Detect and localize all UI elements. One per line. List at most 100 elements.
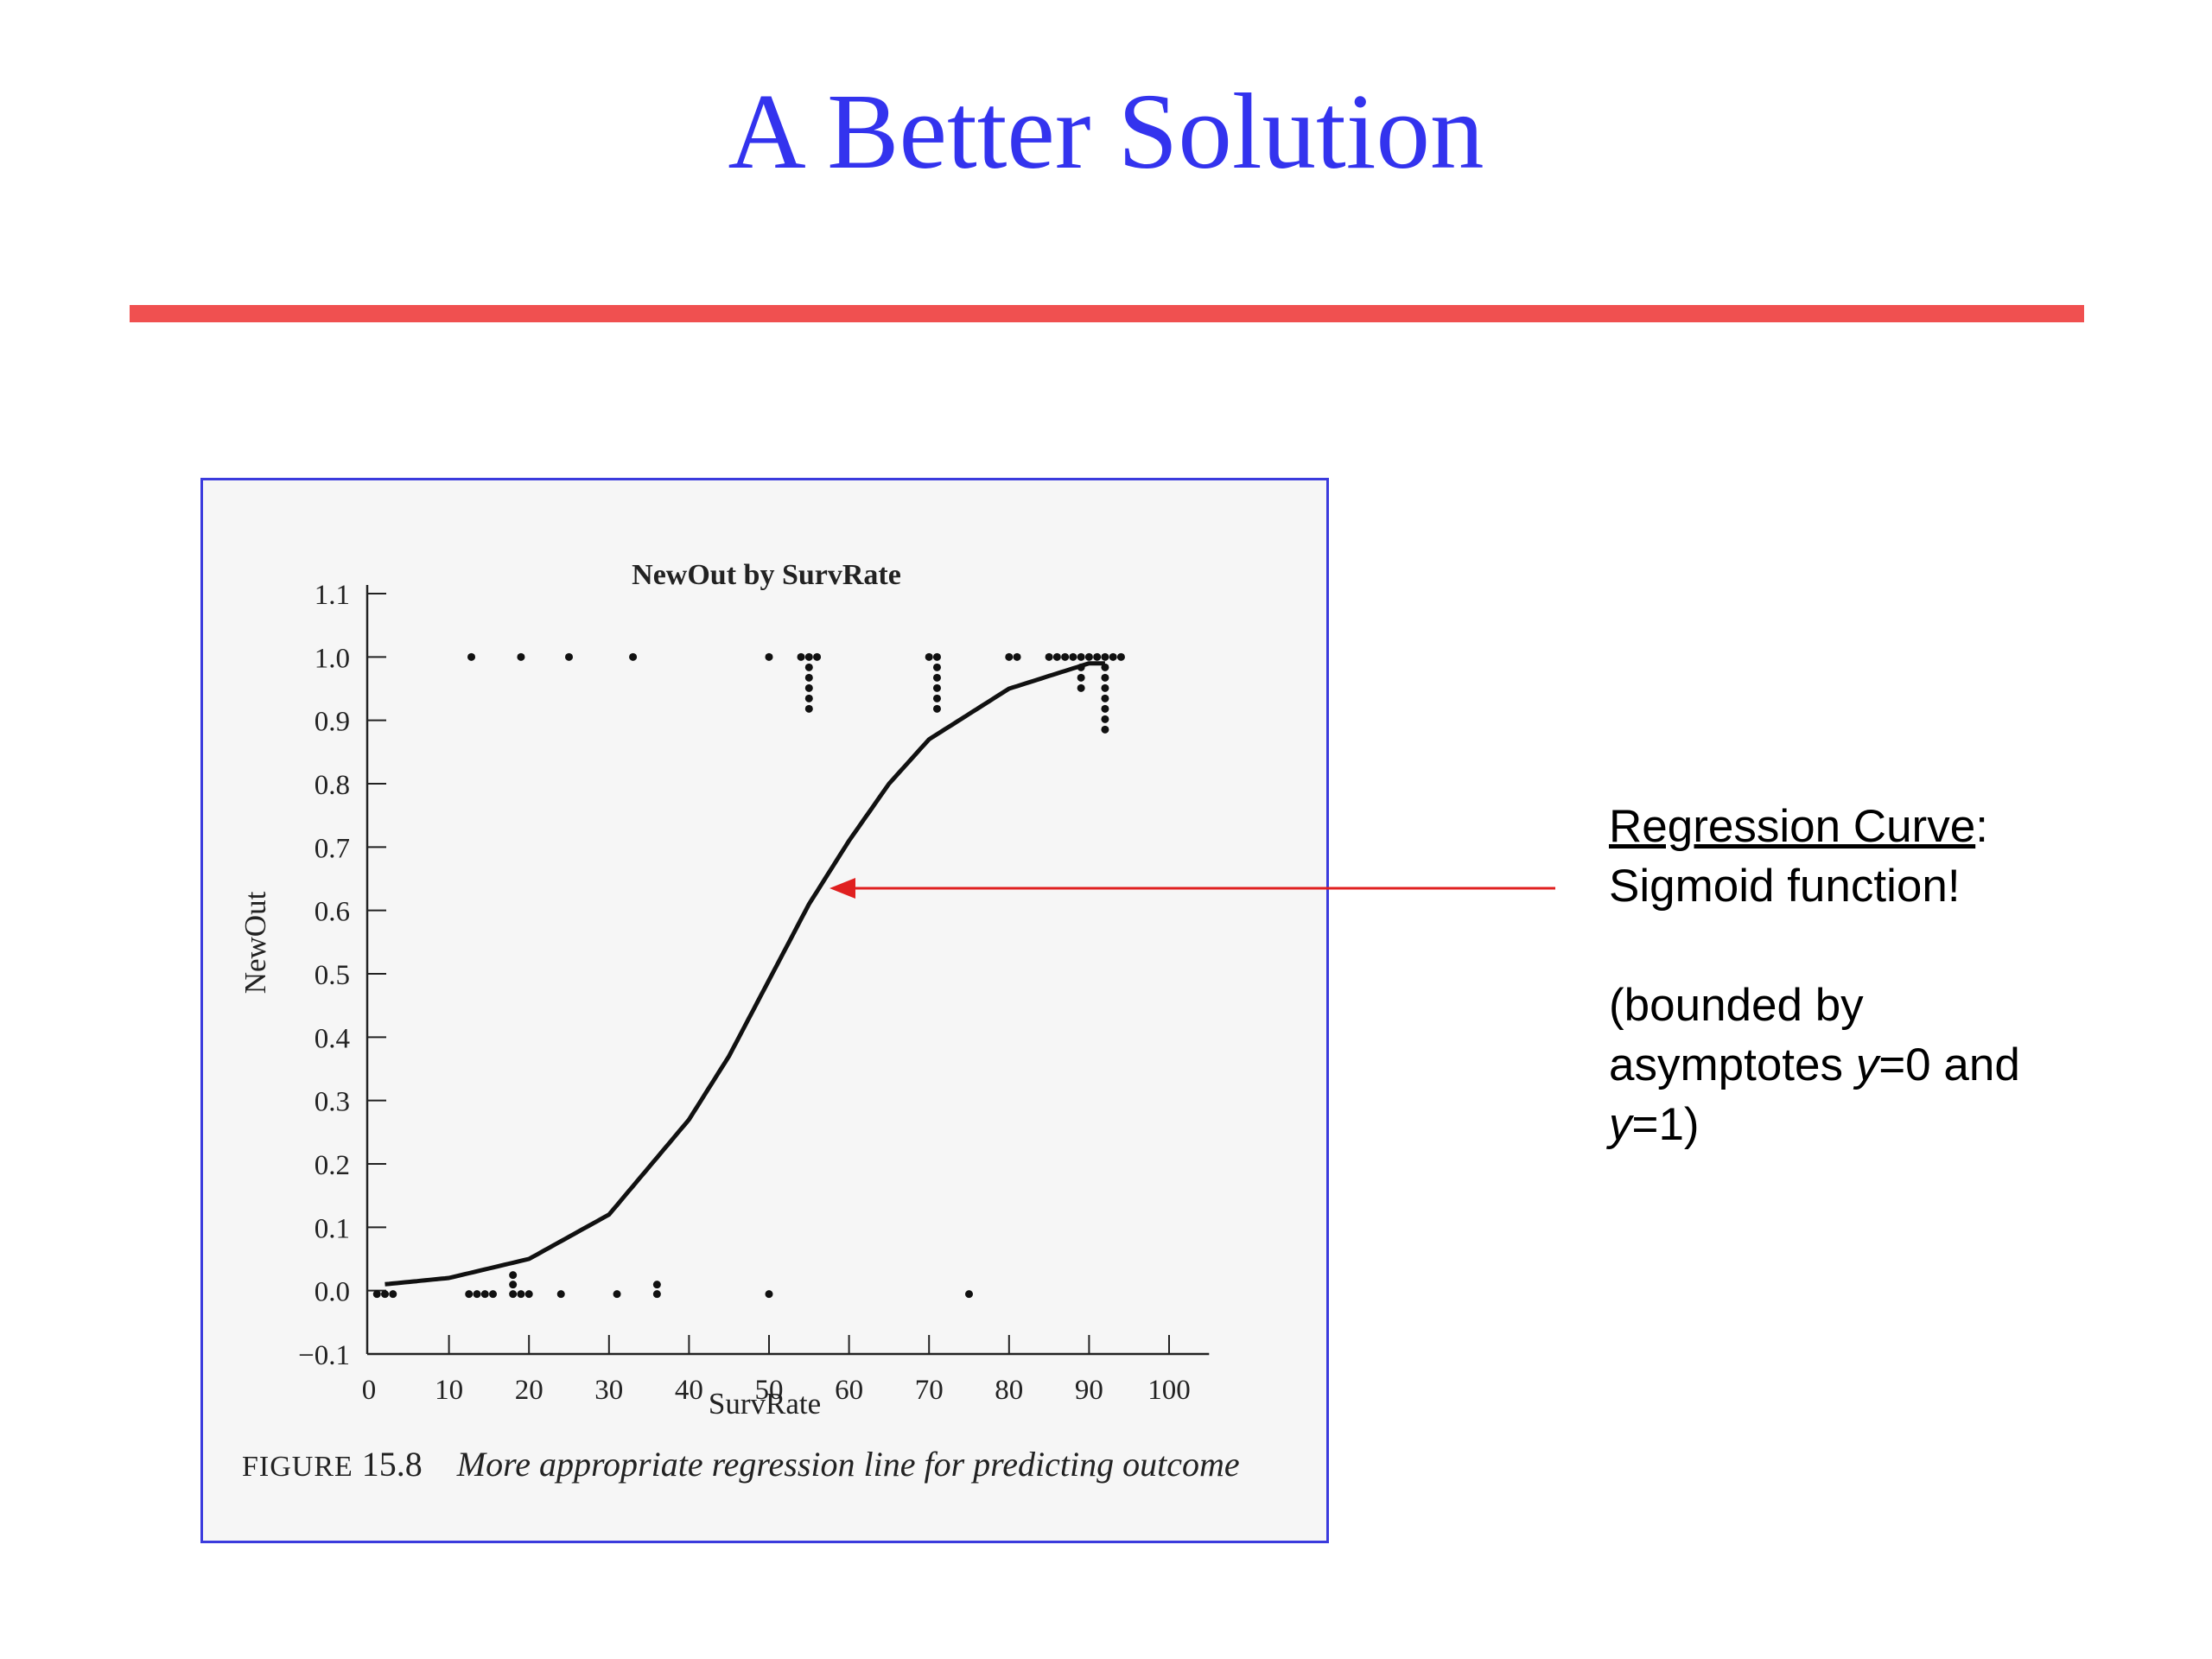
data-point-outcome-0 (509, 1281, 518, 1289)
data-point-outcome-1 (1101, 725, 1109, 734)
x-tick-label: 60 (835, 1375, 863, 1406)
x-tick-label: 50 (755, 1375, 784, 1406)
caption-text: More appropriate regression line for pre… (456, 1445, 1240, 1484)
data-point-outcome-1 (804, 683, 813, 692)
x-tick-label: 100 (1147, 1375, 1191, 1406)
data-point-outcome-1 (1101, 673, 1109, 682)
data-point-outcome-1 (804, 673, 813, 682)
data-point-outcome-0 (372, 1290, 381, 1299)
x-tick-label: 70 (915, 1375, 944, 1406)
x-tick-label: 80 (995, 1375, 1023, 1406)
data-point-outcome-0 (652, 1290, 661, 1299)
data-point-outcome-0 (556, 1290, 565, 1299)
annotation-note-2: asymptotes (1609, 1039, 1856, 1090)
y-tick-label: 1.1 (315, 580, 350, 611)
data-point-outcome-0 (465, 1290, 474, 1299)
data-point-outcome-1 (1101, 694, 1109, 702)
chart-title: NewOut by SurvRate (632, 559, 901, 591)
caption-label: FIGURE (242, 1451, 353, 1483)
data-point-outcome-0 (473, 1290, 481, 1299)
y-tick-label: −0.1 (298, 1340, 350, 1371)
data-point-outcome-1 (1101, 663, 1109, 671)
data-point-outcome-1 (932, 694, 941, 702)
data-point-outcome-1 (1101, 683, 1109, 692)
data-point-outcome-1 (932, 704, 941, 713)
y-tick-label: 0.5 (315, 960, 350, 991)
x-tick-label: 10 (435, 1375, 463, 1406)
data-point-outcome-1 (804, 663, 813, 671)
data-point-outcome-1 (1116, 652, 1125, 661)
data-point-outcome-1 (1101, 652, 1109, 661)
data-point-outcome-1 (467, 652, 476, 661)
y-tick-label: 0.3 (315, 1087, 350, 1118)
y-tick-label: 0.1 (315, 1213, 350, 1244)
data-point-outcome-1 (813, 652, 822, 661)
figure-caption: FIGURE 15.8 More appropriate regression li… (242, 1444, 1313, 1484)
annotation-text: Regression Curve: Sigmoid function! (bou… (1609, 797, 2162, 1154)
data-point-outcome-1 (1093, 652, 1102, 661)
annotation-heading: Regression Curve (1609, 801, 1976, 852)
y-tick-label: 0.9 (315, 707, 350, 738)
data-point-outcome-0 (965, 1290, 973, 1299)
annotation-line2: Sigmoid function! (1609, 861, 1961, 912)
annotation-y0: y (1855, 1039, 1879, 1090)
data-point-outcome-1 (797, 652, 805, 661)
data-point-outcome-1 (1077, 652, 1085, 661)
annotation-note-1: (bounded by (1609, 980, 1864, 1031)
data-point-outcome-1 (517, 652, 525, 661)
data-point-outcome-1 (1061, 652, 1070, 661)
data-point-outcome-0 (389, 1290, 397, 1299)
data-point-outcome-0 (489, 1290, 498, 1299)
data-point-outcome-1 (1005, 652, 1014, 661)
data-point-outcome-0 (509, 1271, 518, 1280)
y-tick-label: 0.0 (315, 1277, 350, 1308)
slide-title: A Better Solution (728, 73, 1484, 192)
caption-number: 15.8 (361, 1445, 423, 1484)
annotation-y1: y (1609, 1099, 1632, 1150)
y-tick-label: 1.0 (315, 643, 350, 674)
data-point-outcome-0 (613, 1290, 621, 1299)
data-point-outcome-1 (1045, 652, 1053, 661)
data-point-outcome-1 (1101, 704, 1109, 713)
data-point-outcome-1 (1077, 683, 1085, 692)
data-point-outcome-0 (509, 1290, 518, 1299)
y-tick-label: 0.6 (315, 897, 350, 928)
data-point-outcome-1 (804, 704, 813, 713)
x-tick-label: 0 (362, 1375, 377, 1406)
data-point-outcome-1 (629, 652, 638, 661)
y-axis-label: NewOut (238, 891, 272, 994)
data-point-outcome-1 (932, 683, 941, 692)
data-point-outcome-1 (804, 694, 813, 702)
annotation-eq0: =0 and (1878, 1039, 2020, 1090)
y-tick-label: 0.8 (315, 770, 350, 801)
data-point-outcome-0 (480, 1290, 489, 1299)
x-tick-label: 40 (675, 1375, 703, 1406)
x-tick-label: 90 (1075, 1375, 1103, 1406)
data-point-outcome-1 (565, 652, 573, 661)
data-point-outcome-1 (1101, 715, 1109, 723)
x-tick-label: 30 (594, 1375, 623, 1406)
data-point-outcome-1 (1077, 673, 1085, 682)
data-point-outcome-1 (1013, 652, 1021, 661)
data-point-outcome-1 (1069, 652, 1077, 661)
data-point-outcome-1 (1109, 652, 1117, 661)
data-point-outcome-0 (517, 1290, 525, 1299)
data-point-outcome-1 (804, 652, 813, 661)
data-point-outcome-1 (932, 673, 941, 682)
arrowhead-icon (830, 878, 855, 899)
data-point-outcome-0 (652, 1281, 661, 1289)
x-axis-label: SurvRate (709, 1387, 821, 1421)
annotation-colon: : (1975, 801, 1988, 852)
data-point-outcome-1 (1052, 652, 1061, 661)
figure-scan: −0.1 0.0 0.1 0.2 0.3 0.4 0.5 0.6 0.7 0.8 0.9 1.0 1.1… (200, 478, 1329, 1543)
data-point-outcome-1 (932, 663, 941, 671)
y-tick-label: 0.4 (315, 1023, 350, 1054)
scatter-chart: −0.1 0.0 0.1 0.2 0.3 0.4 0.5 0.6 0.7 0.8 0.9 1.0 1.1… (238, 559, 1210, 1421)
title-divider (130, 305, 2084, 322)
data-point-outcome-1 (1077, 663, 1085, 671)
data-point-outcome-1 (1084, 652, 1093, 661)
data-point-outcome-0 (524, 1290, 533, 1299)
x-tick-label: 20 (515, 1375, 543, 1406)
sigmoid-curve (385, 661, 1105, 1287)
